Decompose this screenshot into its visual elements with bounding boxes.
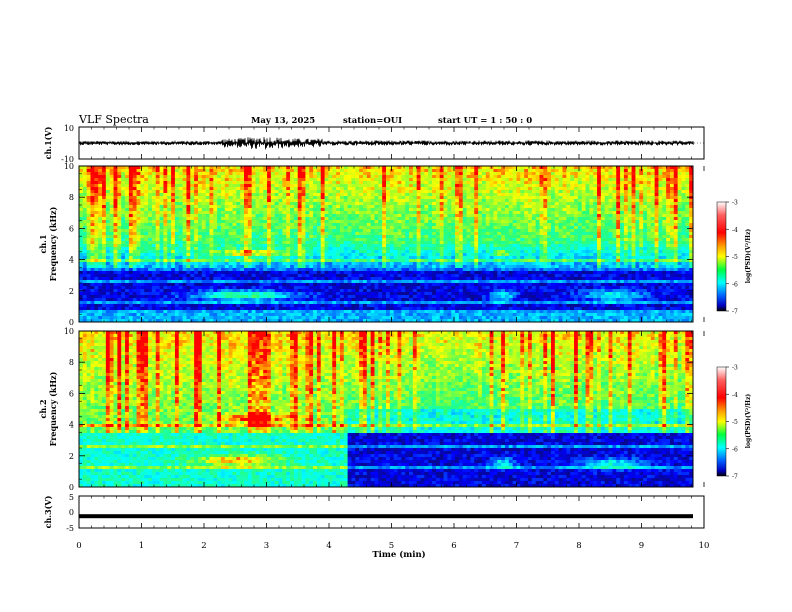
freq-tick-label: 10: [64, 162, 74, 171]
ch1-colorbar-label: log(PSD)(V²/Hz): [745, 229, 752, 284]
colorbar-tick-label: -4: [732, 392, 738, 399]
ch3-ytick-top: 5: [69, 493, 74, 502]
figure-title: VLF Spectra: [78, 113, 149, 126]
ch2-spectrogram-image: [79, 331, 694, 488]
ch1-spectrogram-image: [79, 166, 694, 323]
time-axis-ticks: 0 1 2 3 4 5 6 7 8 9 10: [76, 127, 709, 551]
colorbar-tick-label: -3: [732, 200, 738, 207]
colorbar-tick-label: -7: [732, 474, 738, 481]
x-tick-label: 1: [139, 541, 144, 551]
freq-tick-label: 10: [64, 327, 74, 336]
header-station: station=OUI: [343, 116, 402, 126]
freq-tick-label: 8: [69, 193, 74, 202]
ch2-spec-ylabel-top: ch.2: [38, 399, 48, 418]
x-tick-label: 0: [76, 541, 81, 551]
colorbar-tick-label: -5: [732, 419, 738, 426]
colorbar-tick-label: -5: [732, 254, 738, 261]
ch1-ytick-top: 10: [64, 124, 74, 133]
ch3-ylabel: ch.3(V): [43, 495, 53, 528]
freq-tick-label: 0: [69, 318, 74, 327]
freq-tick-label: 4: [69, 421, 74, 430]
colorbar-tick-label: -6: [732, 281, 738, 288]
header-start-time: start UT = 1 : 50 : 0: [438, 116, 532, 126]
freq-tick-label: 6: [69, 224, 74, 233]
ch1-waveform-panel: 10 -10 ch.1(V): [43, 124, 705, 164]
ch3-ytick-bottom: -5: [66, 524, 74, 533]
x-tick-label: 6: [451, 541, 456, 551]
ch2-colorbar-label: log(PSD)(V²/Hz): [745, 394, 752, 449]
freq-tick-label: 6: [69, 389, 74, 398]
ch3-waveform-trace: [79, 514, 693, 519]
freq-tick-label: 0: [69, 483, 74, 492]
freq-tick-label: 2: [69, 452, 74, 461]
x-tick-label: 7: [514, 541, 519, 551]
ch1-waveform-trace: [78, 137, 694, 150]
x-tick-label: 10: [699, 541, 710, 551]
ch2-colorbar: [716, 366, 727, 477]
colorbar-tick-label: -7: [732, 309, 738, 316]
x-tick-label: 8: [576, 541, 581, 551]
ch2-spec-ylabel: Frequency (kHz): [48, 371, 58, 446]
freq-tick-label: 4: [69, 256, 74, 265]
x-tick-label: 9: [639, 541, 644, 551]
ch3-waveform-panel: 5 0 -5 ch.3(V): [43, 493, 705, 533]
colorbar-tick-label: -6: [732, 446, 738, 453]
x-tick-label: 4: [326, 541, 331, 551]
x-tick-label: 2: [201, 541, 206, 551]
x-tick-label: 5: [389, 541, 394, 551]
ch1-spec-ylabel: Frequency (kHz): [48, 206, 58, 281]
colorbar-tick-label: -3: [732, 365, 738, 372]
ch1-colorbar: [716, 201, 727, 312]
header-date: May 13, 2025: [251, 116, 315, 126]
freq-tick-label: 2: [69, 287, 74, 296]
freq-tick-label: 8: [69, 358, 74, 367]
ch1-spec-ylabel-top: ch.1: [38, 234, 48, 253]
x-axis-label: Time (min): [372, 549, 425, 560]
x-tick-label: 3: [264, 541, 269, 551]
ch3-ytick-mid: 0: [69, 508, 74, 517]
colorbar-tick-label: -4: [732, 227, 738, 234]
ch1-ytick-bottom: -10: [61, 155, 74, 164]
ch1-ylabel: ch.1(V): [43, 126, 53, 159]
